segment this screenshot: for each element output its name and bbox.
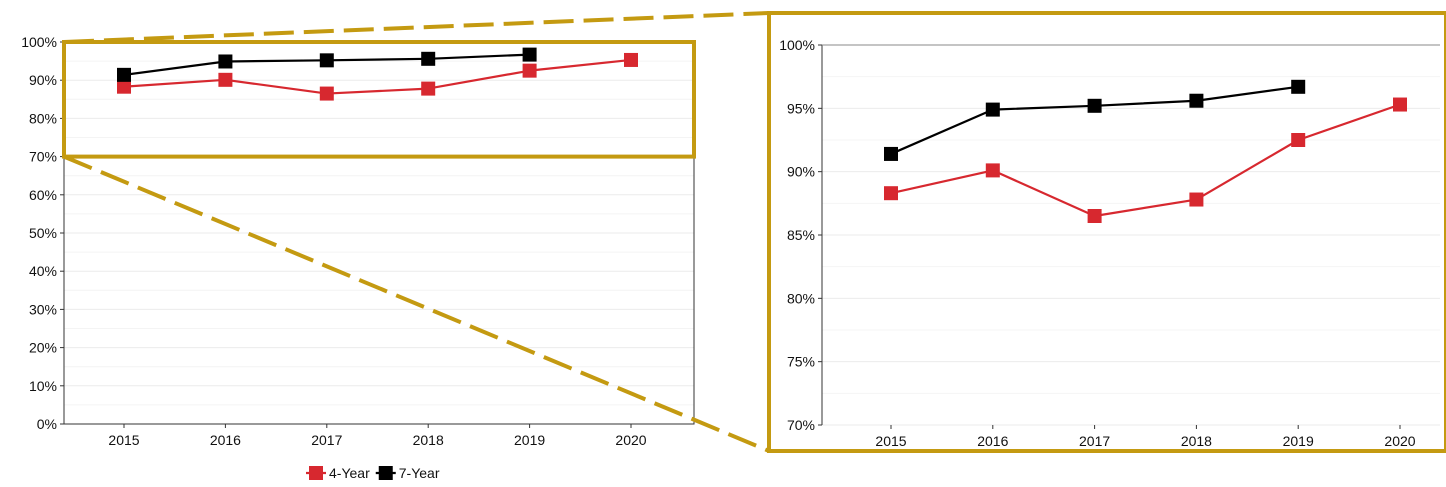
x-tick-label: 2018 xyxy=(1181,433,1212,449)
data-point-4-year xyxy=(1393,97,1407,112)
y-tick-label: 70% xyxy=(787,417,815,433)
y-tick-label: 70% xyxy=(29,149,57,165)
x-tick-label: 2019 xyxy=(1283,433,1314,449)
series-line-4-year xyxy=(123,58,632,95)
legend-swatch-4-year xyxy=(309,466,323,480)
zoom-connector-bottom xyxy=(63,154,770,453)
data-point-7-year xyxy=(522,47,537,62)
y-tick-label: 30% xyxy=(29,301,57,317)
zoomed-chart-frame xyxy=(767,11,1446,453)
data-point-7-year xyxy=(218,54,233,69)
zoom-highlight-box xyxy=(62,40,696,159)
data-point-4-year xyxy=(421,81,436,96)
legend-label-4-year: 4-Year xyxy=(329,465,370,481)
x-tick-label: 2020 xyxy=(615,432,646,448)
y-tick-label: 90% xyxy=(29,72,57,88)
x-tick-label: 2015 xyxy=(108,432,139,448)
x-tick-label: 2020 xyxy=(1384,433,1415,449)
data-point-4-year xyxy=(218,72,233,87)
data-point-4-year xyxy=(1291,133,1306,147)
y-tick-label: 90% xyxy=(787,164,815,180)
y-tick-label: 20% xyxy=(29,340,57,356)
y-tick-label: 100% xyxy=(21,34,57,50)
y-tick-label: 95% xyxy=(787,100,815,116)
data-point-4-year xyxy=(1087,209,1102,223)
y-tick-label: 0% xyxy=(37,416,57,432)
y-tick-label: 85% xyxy=(787,227,815,243)
x-tick-label: 2017 xyxy=(1079,433,1110,449)
legend-swatch-7-year xyxy=(378,466,393,480)
y-tick-label: 50% xyxy=(29,225,57,241)
y-tick-label: 80% xyxy=(29,110,57,126)
y-tick-label: 10% xyxy=(29,378,57,394)
data-point-4-year xyxy=(1189,192,1204,207)
data-point-7-year xyxy=(319,53,334,68)
x-tick-label: 2016 xyxy=(210,432,241,448)
zoom-connector-top xyxy=(63,11,770,44)
data-point-4-year xyxy=(117,79,131,94)
series-line-7-year xyxy=(890,85,1299,155)
x-tick-label: 2017 xyxy=(311,432,342,448)
x-tick-label: 2018 xyxy=(413,432,444,448)
series-line-4-year xyxy=(890,103,1401,218)
y-tick-label: 40% xyxy=(29,263,57,279)
data-point-7-year xyxy=(117,67,131,82)
data-point-7-year xyxy=(1087,98,1102,113)
y-tick-label: 80% xyxy=(787,290,815,306)
y-tick-label: 75% xyxy=(787,354,815,370)
data-point-4-year xyxy=(319,86,334,101)
legend-label-7-year: 7-Year xyxy=(399,465,440,481)
data-point-7-year xyxy=(884,146,898,161)
data-point-4-year xyxy=(884,186,898,201)
data-point-4-year xyxy=(522,63,537,78)
x-tick-label: 2016 xyxy=(977,433,1008,449)
y-tick-label: 60% xyxy=(29,187,57,203)
data-point-4-year xyxy=(985,163,1000,178)
data-point-4-year xyxy=(624,52,638,67)
data-point-7-year xyxy=(1189,93,1204,108)
data-point-7-year xyxy=(421,51,436,66)
x-tick-label: 2015 xyxy=(875,433,906,449)
data-point-7-year xyxy=(985,102,1000,117)
x-tick-label: 2019 xyxy=(514,432,545,448)
y-tick-label: 100% xyxy=(779,37,815,53)
data-point-7-year xyxy=(1291,79,1306,94)
